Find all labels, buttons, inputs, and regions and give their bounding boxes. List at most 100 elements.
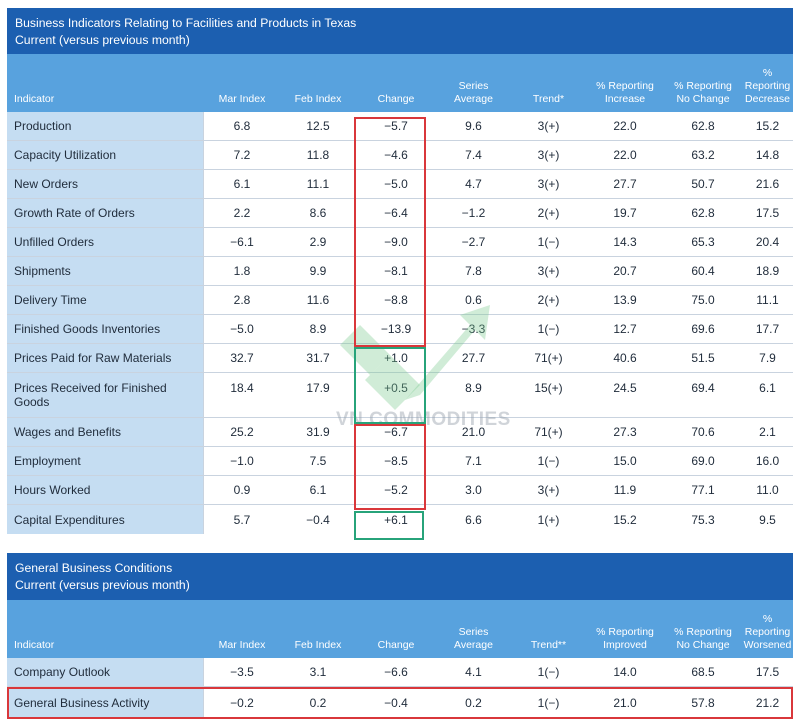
column-header: Change [356, 639, 436, 658]
table-row: Hours Worked 0.9 6.1 −5.2 3.0 3(+) 11.9 77.1 11.… [7, 476, 793, 505]
table-cell: −2.7 [461, 235, 486, 249]
table-cell: −6.6 [384, 665, 408, 679]
table-cell: −0.4 [306, 512, 330, 527]
column-header: % Reporting Improved [586, 626, 664, 658]
table-row: New Orders 6.1 11.1 −5.0 4.7 3(+) 27.7 50.7 21.6 [7, 170, 793, 199]
column-header: Feb Index [280, 639, 356, 658]
column-header: % Reporting Worsened [742, 613, 793, 658]
table-cell: 31.9 [306, 425, 330, 439]
row-label: Prices Received for Finished Goods [7, 373, 204, 417]
row-label: Unfilled Orders [7, 228, 204, 256]
table-cell: 11.0 [756, 483, 779, 497]
table-cell: 8.9 [309, 322, 327, 336]
table-cell: 11.1 [306, 177, 330, 191]
column-header: % Reporting No Change [664, 80, 742, 112]
row-label: Delivery Time [7, 286, 204, 314]
table-cell: 0.2 [465, 696, 482, 710]
column-header: Feb Index [280, 93, 356, 112]
table-cell: 32.7 [230, 351, 254, 365]
row-label: Company Outlook [7, 658, 204, 686]
table-row: General Business Activity −0.2 0.2 −0.4 0.2 1… [7, 687, 793, 719]
table-cell: +1.0 [384, 351, 408, 365]
table-cell: −3.3 [461, 322, 486, 336]
table-title-bar: Business Indicators Relating to Faciliti… [7, 8, 793, 54]
facilities-products-table: Business Indicators Relating to Faciliti… [7, 8, 793, 534]
table-cell: 8.9 [465, 381, 482, 395]
column-header: Series Average [436, 80, 511, 112]
table-cell: 15.2 [755, 119, 780, 133]
wages-employment-highlight-box [354, 424, 426, 510]
column-header-line: % [762, 613, 773, 625]
table-cell: 11.1 [756, 293, 779, 307]
table-cell: 18.9 [755, 264, 780, 278]
column-header-line: Reporting [744, 626, 791, 638]
table-row: Finished Goods Inventories −5.0 8.9 −13.9 −3… [7, 315, 793, 344]
table-cell: −1.0 [230, 454, 254, 468]
table-cell: 3(+) [537, 483, 560, 497]
table-row: Unfilled Orders −6.1 2.9 −9.0 −2.7 1(−) 14.3 65… [7, 228, 793, 257]
table-cell: 69.6 [691, 322, 715, 336]
table-cell: 19.7 [613, 206, 637, 220]
table-cell: 69.4 [691, 381, 715, 395]
row-label: Finished Goods Inventories [7, 315, 204, 343]
table-cell: 17.9 [306, 381, 330, 395]
table-cell: 13.9 [613, 293, 637, 307]
row-label: New Orders [7, 170, 204, 198]
table-cell: 1.8 [233, 264, 251, 278]
table-cell: −13.9 [380, 322, 412, 336]
row-label: Hours Worked [7, 476, 204, 504]
table-cell: −6.1 [230, 235, 254, 249]
table-cell: 6.1 [759, 381, 776, 395]
table-cell: 77.1 [691, 483, 715, 497]
table-cell: 2.8 [233, 293, 251, 307]
column-header-line: Series [458, 626, 489, 638]
column-header: Mar Index [204, 93, 280, 112]
table-cell: 17.7 [755, 322, 780, 336]
table-cell: 14.3 [613, 235, 637, 249]
row-label: Prices Paid for Raw Materials [7, 344, 204, 372]
table-cell: −6.7 [384, 425, 408, 439]
table-cell: 40.6 [613, 351, 637, 365]
table-cell: 21.0 [613, 696, 637, 710]
table-cell: −0.4 [384, 696, 408, 710]
column-header-line: Change [377, 93, 415, 105]
table-cell: 17.5 [755, 665, 780, 679]
table-cell: 3.1 [309, 665, 327, 679]
column-header: Trend** [511, 639, 586, 658]
column-header-line: Change [377, 639, 415, 651]
table-cell: 6.1 [309, 483, 327, 497]
table-cell: −8.5 [384, 454, 408, 468]
table-cell: 11.9 [613, 483, 637, 497]
column-header-line: No Change [676, 639, 730, 651]
table-cell: 71(+) [534, 425, 563, 439]
table-cell: 62.8 [691, 119, 715, 133]
column-header-line: Average [454, 639, 493, 651]
table-cell: 75.0 [691, 293, 715, 307]
table-title-bar: General Business Conditions Current (ver… [7, 553, 793, 600]
table-cell: +0.5 [384, 381, 408, 395]
column-header-line: Worsened [743, 639, 792, 651]
table-cell: 11.8 [306, 148, 330, 162]
column-header: Series Average [436, 626, 511, 658]
table-cell: 51.5 [691, 351, 715, 365]
table-row: Employment −1.0 7.5 −8.5 7.1 1(−) 15.0 69.0 16.0 [7, 447, 793, 476]
table-cell: 7.2 [233, 148, 251, 162]
table-cell: 17.5 [755, 206, 780, 220]
column-header-line: Average [454, 93, 493, 105]
table-cell: 15.0 [613, 454, 637, 468]
table-cell: 21.0 [461, 425, 486, 439]
price-increase-highlight-box [354, 347, 426, 424]
table-header-row: Indicator Mar Index Feb Index Change Series A… [7, 54, 793, 112]
table-cell: 0.9 [233, 483, 251, 497]
column-header-line: Indicator [14, 93, 55, 105]
column-header-line: Trend** [530, 639, 567, 651]
table-cell: 7.4 [465, 148, 482, 162]
table-cell: 8.6 [309, 206, 327, 220]
table-cell: 69.0 [691, 454, 715, 468]
table-cell: 15.2 [613, 512, 637, 527]
table-cell: 7.1 [465, 454, 482, 468]
row-label: Growth Rate of Orders [7, 199, 204, 227]
table-row: Production 6.8 12.5 −5.7 9.6 3(+) 22.0 62.8 15.2 [7, 112, 793, 141]
table-cell: 2.9 [309, 235, 327, 249]
row-label: Capital Expenditures [7, 505, 204, 534]
